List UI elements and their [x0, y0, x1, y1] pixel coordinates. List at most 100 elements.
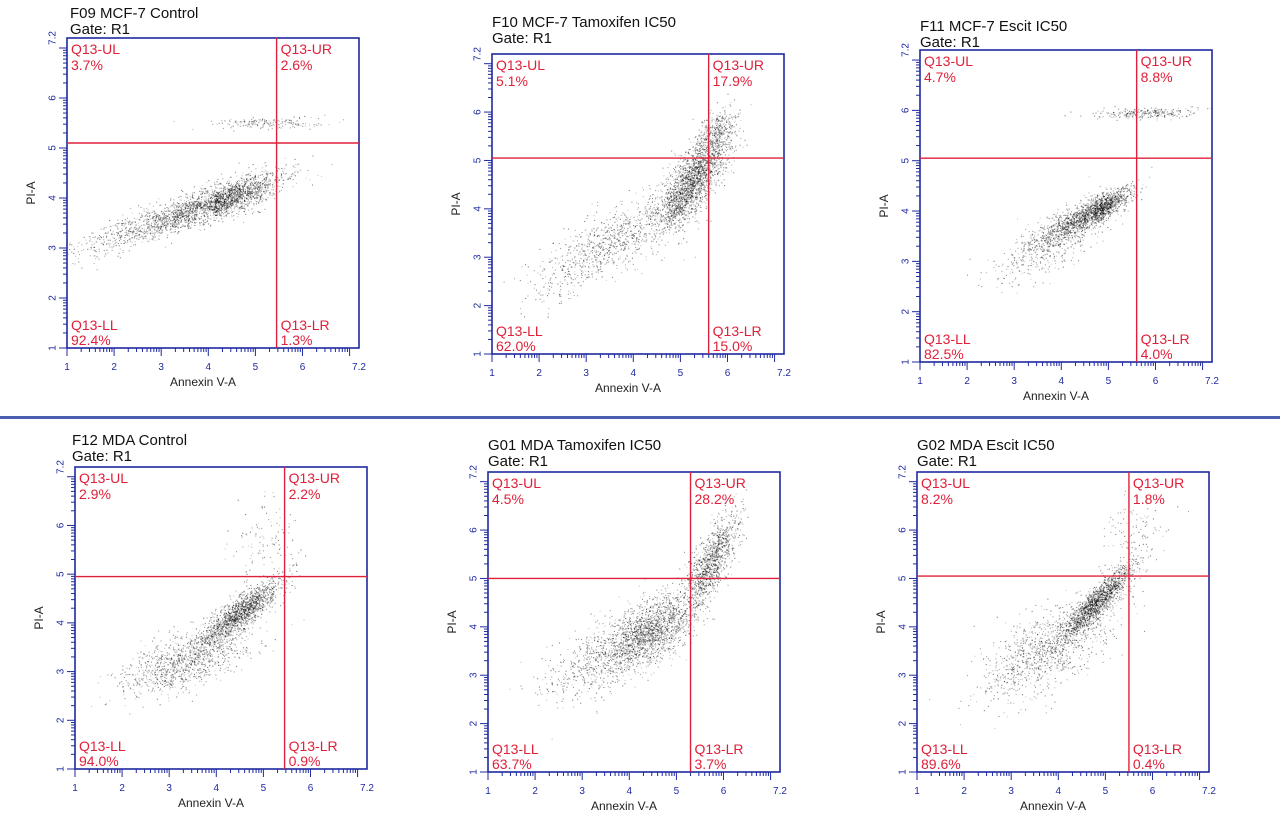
event-dot [153, 216, 155, 218]
event-dot [261, 167, 263, 169]
event-dot [251, 190, 253, 192]
event-dot [687, 197, 689, 199]
event-dot [297, 171, 299, 173]
event-dot [591, 270, 593, 272]
event-dot [683, 158, 685, 160]
event-dot [205, 199, 207, 201]
event-dot [228, 207, 230, 209]
event-dot [223, 202, 225, 204]
event-dot [218, 195, 220, 197]
event-dot [174, 231, 176, 233]
event-dot [124, 237, 126, 239]
event-dot [680, 177, 682, 179]
event-dot [134, 221, 136, 223]
event-dot [181, 206, 183, 208]
event-dot [691, 195, 693, 197]
event-dot [99, 239, 101, 241]
event-dot [684, 182, 686, 184]
event-dot [686, 177, 688, 179]
event-dot [700, 171, 702, 173]
event-dot [700, 174, 702, 176]
event-dot [662, 167, 664, 169]
event-dot [620, 224, 622, 226]
event-dot [242, 190, 244, 192]
event-dot [161, 231, 163, 233]
event-dot [638, 233, 640, 235]
event-dot [698, 178, 700, 180]
event-dot [674, 154, 676, 156]
event-dot [238, 196, 240, 198]
event-dot [693, 182, 695, 184]
event-dot [698, 149, 700, 151]
event-dot [235, 186, 237, 188]
event-dot [128, 230, 130, 232]
event-dot [204, 221, 206, 223]
event-dot [703, 171, 705, 173]
event-dot [238, 162, 240, 164]
event-dot [257, 181, 259, 183]
event-dot [187, 219, 189, 221]
event-dot [658, 209, 660, 211]
event-dot [698, 169, 700, 171]
x-tick-label: 6 [300, 362, 306, 373]
event-dot [653, 219, 655, 221]
event-dot [689, 172, 691, 174]
event-dot [174, 228, 176, 230]
event-dot [698, 166, 700, 168]
event-dot [682, 224, 684, 226]
event-dot [279, 190, 281, 192]
event-dot [670, 191, 672, 193]
event-dot [728, 161, 730, 163]
event-dot [264, 180, 266, 182]
event-dot [252, 184, 254, 186]
event-dot [705, 176, 707, 178]
event-dot [164, 213, 166, 215]
event-dot [684, 181, 686, 183]
event-dot [682, 209, 684, 211]
event-dot [586, 217, 588, 219]
event-dot [266, 175, 268, 177]
event-dot [228, 188, 230, 190]
event-dot [282, 183, 284, 185]
event-dot [223, 204, 225, 206]
event-dot [247, 197, 249, 199]
event-dot [683, 177, 685, 179]
event-dot [92, 237, 94, 239]
event-dot [236, 190, 238, 192]
event-dot [214, 206, 216, 208]
event-dot [247, 189, 249, 191]
event-dot [689, 201, 691, 203]
event-dot [257, 185, 259, 187]
event-dot [256, 124, 258, 126]
event-dot [268, 178, 270, 180]
event-dot [74, 263, 76, 265]
event-dot [199, 205, 201, 207]
event-dot [234, 201, 236, 203]
event-dot [245, 192, 247, 194]
event-dot [675, 213, 677, 215]
event-dot [695, 173, 697, 175]
event-dot [701, 196, 703, 198]
event-dot [220, 200, 222, 202]
event-dot [671, 192, 673, 194]
event-dot [669, 201, 671, 203]
event-dot [236, 202, 238, 204]
event-dot [203, 215, 205, 217]
event-dot [203, 188, 205, 190]
event-dot [287, 178, 289, 180]
event-dot [228, 188, 230, 190]
event-dot [78, 254, 80, 256]
event-dot [109, 239, 111, 241]
event-dot [187, 200, 189, 202]
event-dot [654, 208, 656, 210]
event-dot [595, 230, 597, 232]
event-dot [220, 208, 222, 210]
event-dot [257, 194, 259, 196]
event-dot [221, 120, 223, 122]
event-dot [678, 183, 680, 185]
y-tick-label: 2 [48, 295, 59, 301]
event-dot [695, 198, 697, 200]
event-dot [251, 184, 253, 186]
event-dot [146, 229, 148, 231]
event-dot [248, 167, 250, 169]
